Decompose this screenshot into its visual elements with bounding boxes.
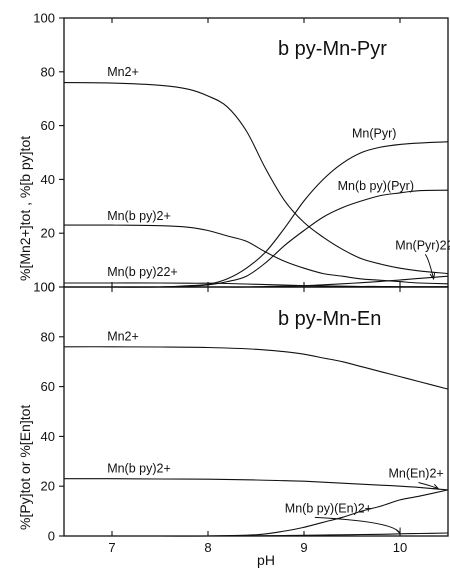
- panel-title-2: b py-Mn-En: [278, 308, 381, 330]
- y-tick-label-60: 60: [41, 118, 55, 133]
- y-tick-label-20: 20: [41, 479, 55, 494]
- series-label-p1-1: Mn(Pyr): [352, 127, 396, 141]
- series-label-p1-2: Mn(b py)(Pyr): [338, 179, 414, 193]
- series-label-p2-3: Mn(b py)(En)2+: [285, 501, 372, 515]
- series-line-p2-1: [63, 478, 449, 491]
- y-tick-label-60: 60: [41, 379, 55, 394]
- x-tick-label-10: 10: [393, 540, 407, 555]
- y-tick-label-0: 0: [48, 280, 55, 295]
- arrowhead-p2-3: [395, 527, 401, 535]
- series-label-p2-0: Mn2+: [107, 330, 139, 344]
- series-label-p1-3: Mn(b py)2+: [107, 209, 171, 223]
- arrow-p1-4: [424, 254, 435, 280]
- y-tick-label-20: 20: [41, 226, 55, 241]
- y-tick-label-80: 80: [41, 64, 55, 79]
- panel-title-1: b py-Mn-Pyr: [278, 38, 387, 60]
- arrowhead-p2-2: [432, 483, 440, 490]
- series-line-p2-3: [64, 532, 449, 537]
- series-line-p1-0: [63, 82, 449, 275]
- arrow-p2-3: [314, 516, 401, 534]
- series-label-p1-5: Mn(b py)22+: [107, 265, 178, 279]
- plot-frame-2: [63, 286, 449, 537]
- y-tick-label-0: 0: [48, 529, 55, 544]
- x-tick-label-8: 8: [204, 540, 211, 555]
- series-line-p2-2: [64, 489, 449, 537]
- series-label-p1-0: Mn2+: [107, 65, 139, 79]
- y-axis-title-top: %[Mn2+]tot , %[b py]tot: [17, 136, 33, 281]
- x-tick-label-7: 7: [108, 540, 115, 555]
- y-tick-label-40: 40: [41, 172, 55, 187]
- x-tick-label-9: 9: [300, 540, 307, 555]
- x-axis-title: pH: [257, 552, 275, 568]
- series-line-p1-5: [63, 282, 448, 288]
- y-tick-label-100: 100: [33, 11, 55, 26]
- series-label-p1-4: Mn(Pyr)22-: [395, 238, 450, 252]
- arrowhead-p1-4: [429, 272, 436, 281]
- series-line-p2-0: [63, 346, 449, 390]
- y-tick-label-100: 100: [33, 280, 55, 295]
- series-label-p2-1: Mn(b py)2+: [107, 462, 171, 476]
- y-axis-title-bottom: %[Py]tot or %[En]tot: [17, 405, 33, 530]
- series-label-p2-2: Mn(En)2+: [388, 466, 443, 480]
- y-tick-label-80: 80: [41, 329, 55, 344]
- y-tick-label-40: 40: [41, 429, 55, 444]
